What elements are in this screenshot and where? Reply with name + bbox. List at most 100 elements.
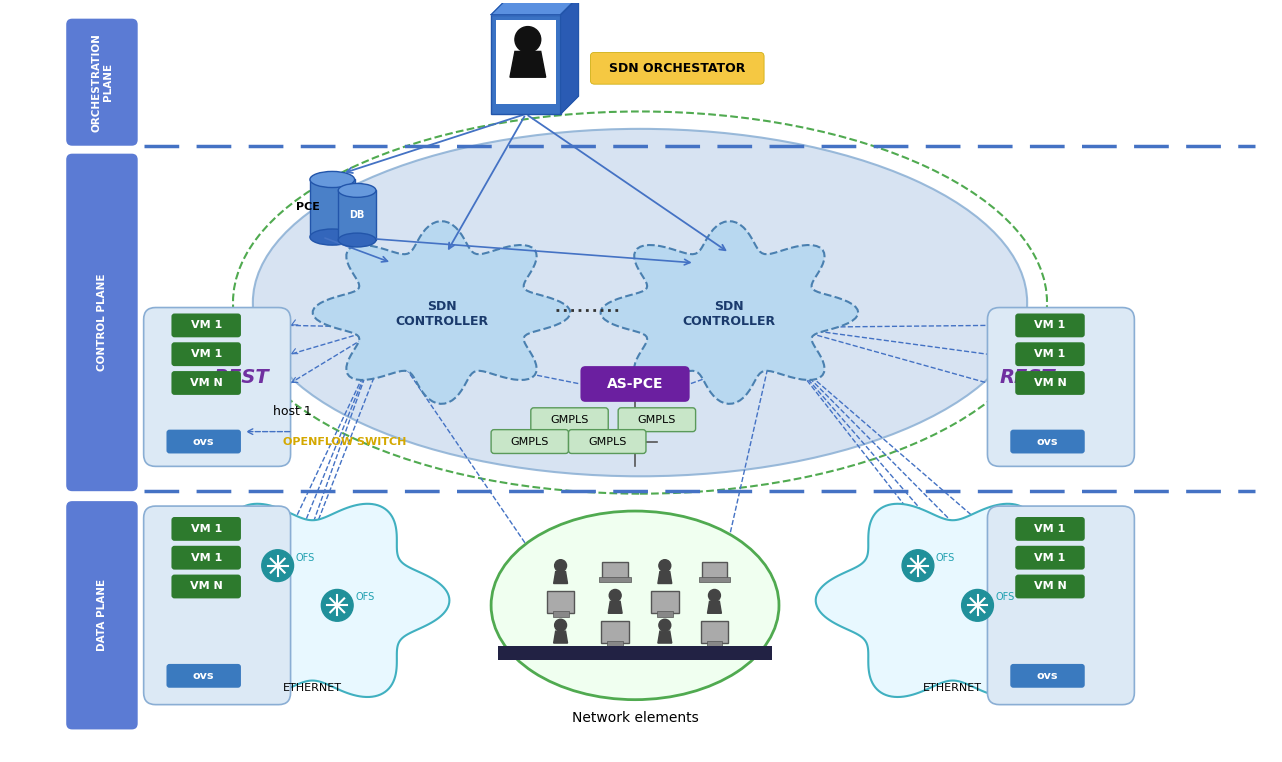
- Text: host 1: host 1: [273, 405, 312, 418]
- FancyBboxPatch shape: [581, 366, 690, 402]
- FancyBboxPatch shape: [1015, 342, 1085, 366]
- Polygon shape: [658, 572, 672, 584]
- FancyBboxPatch shape: [1010, 430, 1085, 453]
- Text: OFS: OFS: [296, 552, 315, 562]
- Ellipse shape: [338, 184, 376, 197]
- Polygon shape: [554, 572, 568, 584]
- Text: ETHERNET: ETHERNET: [923, 683, 982, 693]
- Text: DATA PLANE: DATA PLANE: [97, 579, 106, 652]
- Circle shape: [555, 559, 567, 572]
- Circle shape: [555, 620, 567, 631]
- FancyBboxPatch shape: [1015, 371, 1085, 395]
- Bar: [310, 180, 355, 237]
- Circle shape: [322, 590, 353, 621]
- FancyBboxPatch shape: [591, 53, 764, 84]
- Text: VM 1: VM 1: [191, 320, 222, 331]
- Text: SDN
CONTROLLER: SDN CONTROLLER: [683, 300, 776, 328]
- PathPatch shape: [601, 221, 858, 404]
- FancyBboxPatch shape: [172, 546, 241, 570]
- Bar: [603, 562, 628, 578]
- Text: SDN ORCHESTATOR: SDN ORCHESTATOR: [609, 62, 745, 75]
- Text: OFS: OFS: [355, 592, 374, 603]
- Polygon shape: [510, 51, 546, 77]
- FancyBboxPatch shape: [1015, 575, 1085, 598]
- Circle shape: [903, 549, 933, 581]
- Bar: [706, 641, 722, 647]
- Bar: [608, 641, 623, 647]
- Text: ovs: ovs: [1037, 671, 1058, 680]
- Circle shape: [609, 590, 622, 601]
- Ellipse shape: [491, 511, 779, 700]
- FancyBboxPatch shape: [167, 664, 241, 688]
- Text: VM N: VM N: [190, 581, 223, 591]
- Text: GMPLS: GMPLS: [588, 437, 627, 447]
- FancyBboxPatch shape: [568, 430, 646, 453]
- FancyBboxPatch shape: [144, 308, 291, 466]
- Circle shape: [515, 27, 541, 53]
- Text: GMPLS: GMPLS: [550, 415, 588, 424]
- Circle shape: [709, 590, 720, 601]
- FancyBboxPatch shape: [172, 342, 241, 366]
- Polygon shape: [608, 601, 622, 613]
- Text: GMPLS: GMPLS: [510, 437, 549, 447]
- FancyBboxPatch shape: [67, 18, 137, 146]
- Bar: [599, 577, 631, 581]
- Ellipse shape: [253, 129, 1027, 476]
- Text: VM 1: VM 1: [191, 524, 222, 534]
- Text: VM N: VM N: [1033, 581, 1067, 591]
- FancyBboxPatch shape: [1015, 313, 1085, 338]
- Polygon shape: [554, 631, 568, 643]
- PathPatch shape: [313, 221, 570, 404]
- Text: REST: REST: [1000, 367, 1055, 386]
- Text: ovs: ovs: [194, 437, 214, 447]
- FancyBboxPatch shape: [491, 430, 568, 453]
- PathPatch shape: [176, 504, 450, 697]
- Circle shape: [262, 549, 294, 581]
- FancyBboxPatch shape: [172, 313, 241, 338]
- Circle shape: [659, 620, 670, 631]
- FancyBboxPatch shape: [172, 575, 241, 598]
- Text: REST: REST: [213, 367, 269, 386]
- Bar: [699, 577, 731, 581]
- Bar: [656, 611, 673, 617]
- Text: DB: DB: [350, 210, 365, 220]
- Text: ETHERNET: ETHERNET: [283, 683, 342, 693]
- Circle shape: [659, 559, 670, 572]
- Bar: [701, 562, 727, 578]
- FancyBboxPatch shape: [172, 371, 241, 395]
- Text: CONTROL PLANE: CONTROL PLANE: [97, 274, 106, 371]
- Polygon shape: [658, 631, 672, 643]
- Text: ovs: ovs: [1037, 437, 1058, 447]
- Polygon shape: [560, 0, 578, 114]
- FancyBboxPatch shape: [1015, 546, 1085, 570]
- Text: PCEP: PCEP: [612, 367, 668, 386]
- Ellipse shape: [310, 229, 355, 245]
- FancyBboxPatch shape: [167, 430, 241, 453]
- Bar: [546, 591, 574, 613]
- FancyBboxPatch shape: [987, 506, 1135, 705]
- FancyBboxPatch shape: [1010, 664, 1085, 688]
- Text: OFS: OFS: [936, 552, 955, 562]
- Text: VM 1: VM 1: [191, 349, 222, 359]
- Text: SDN
CONTROLLER: SDN CONTROLLER: [395, 300, 488, 328]
- Bar: [496, 20, 555, 104]
- Text: ovs: ovs: [194, 671, 214, 680]
- Text: VM 1: VM 1: [1035, 320, 1065, 331]
- FancyBboxPatch shape: [67, 501, 137, 729]
- FancyBboxPatch shape: [618, 408, 696, 431]
- Text: OFS: OFS: [995, 592, 1014, 603]
- Text: ORCHESTRATION
PLANE: ORCHESTRATION PLANE: [91, 33, 113, 132]
- Circle shape: [962, 590, 994, 621]
- Text: VM N: VM N: [190, 378, 223, 388]
- Text: Network elements: Network elements: [572, 710, 699, 725]
- FancyBboxPatch shape: [491, 14, 560, 114]
- Ellipse shape: [310, 171, 355, 187]
- FancyBboxPatch shape: [144, 506, 291, 705]
- Bar: [651, 591, 678, 613]
- Text: OPENFLOW SWITCH: OPENFLOW SWITCH: [282, 437, 406, 447]
- FancyBboxPatch shape: [987, 308, 1135, 466]
- Polygon shape: [491, 0, 578, 14]
- FancyBboxPatch shape: [531, 408, 608, 431]
- Text: VM 1: VM 1: [1035, 552, 1065, 562]
- FancyBboxPatch shape: [1015, 517, 1085, 541]
